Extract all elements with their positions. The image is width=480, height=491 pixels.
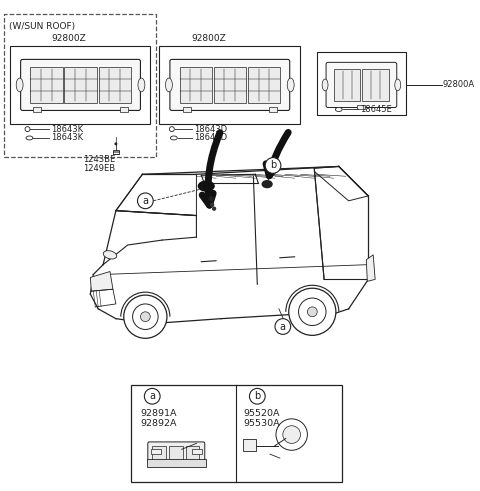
FancyBboxPatch shape (326, 62, 397, 108)
Bar (10, 46, 150, 124)
Circle shape (211, 203, 214, 206)
Text: b: b (254, 391, 261, 401)
Bar (152, 446, 166, 460)
Text: b: b (270, 161, 276, 170)
Ellipse shape (103, 250, 117, 259)
Circle shape (283, 426, 300, 443)
Text: 92800Z: 92800Z (192, 34, 226, 43)
Bar (30, 67, 62, 103)
Bar (192, 449, 202, 454)
Polygon shape (113, 150, 119, 154)
Circle shape (169, 127, 174, 132)
Text: 1243BE: 1243BE (84, 155, 116, 164)
Ellipse shape (322, 79, 328, 91)
Text: 18643D: 18643D (194, 125, 228, 134)
Circle shape (275, 319, 291, 334)
Bar (334, 69, 360, 101)
Bar (317, 52, 406, 115)
Bar (358, 105, 365, 109)
Bar (64, 67, 96, 103)
Circle shape (213, 207, 216, 210)
Bar (248, 67, 280, 103)
Bar (214, 67, 246, 103)
Text: 18643K: 18643K (51, 125, 83, 134)
Bar (362, 69, 389, 101)
Text: 92800Z: 92800Z (51, 34, 86, 43)
Text: 95520A: 95520A (243, 409, 280, 418)
Ellipse shape (198, 181, 214, 191)
Bar (131, 385, 342, 482)
Circle shape (137, 193, 153, 209)
Circle shape (25, 127, 30, 132)
Polygon shape (366, 255, 375, 281)
Circle shape (289, 288, 336, 335)
Polygon shape (90, 272, 113, 291)
Bar (34, 107, 41, 112)
Ellipse shape (170, 136, 177, 140)
Circle shape (299, 298, 326, 326)
Text: a: a (280, 322, 286, 331)
Ellipse shape (26, 136, 33, 140)
Circle shape (141, 312, 150, 322)
Circle shape (209, 197, 213, 201)
Text: 18643K: 18643K (51, 134, 83, 142)
Ellipse shape (287, 78, 294, 92)
Text: a: a (149, 391, 155, 401)
Circle shape (307, 307, 317, 317)
Bar (4, 14, 156, 157)
Bar (269, 107, 277, 112)
Ellipse shape (395, 79, 401, 91)
Ellipse shape (166, 78, 172, 92)
Bar (120, 107, 128, 112)
Text: 1249EB: 1249EB (84, 164, 116, 173)
Ellipse shape (138, 78, 145, 92)
Bar (159, 46, 300, 124)
Text: a: a (143, 196, 148, 206)
Bar (151, 449, 161, 454)
Ellipse shape (336, 108, 342, 111)
Ellipse shape (262, 181, 272, 188)
Text: 18645E: 18645E (360, 105, 392, 114)
Circle shape (114, 142, 118, 145)
FancyBboxPatch shape (148, 442, 205, 463)
Bar (98, 67, 131, 103)
Text: 95530A: 95530A (243, 419, 280, 428)
Circle shape (124, 295, 167, 338)
Text: 92891A: 92891A (141, 409, 177, 418)
FancyBboxPatch shape (170, 59, 290, 110)
Bar (183, 107, 191, 112)
Text: 92892A: 92892A (141, 419, 177, 428)
Text: 18643D: 18643D (194, 134, 228, 142)
FancyBboxPatch shape (21, 59, 141, 110)
Circle shape (144, 388, 160, 404)
Ellipse shape (16, 78, 23, 92)
Circle shape (276, 419, 307, 450)
Bar (169, 446, 183, 460)
Circle shape (250, 388, 265, 404)
Circle shape (132, 304, 158, 329)
Bar (180, 67, 212, 103)
Circle shape (265, 158, 281, 173)
Text: (W/SUN ROOF): (W/SUN ROOF) (9, 22, 75, 30)
Bar (186, 446, 199, 460)
Bar (147, 459, 206, 467)
Text: 92800A: 92800A (443, 81, 475, 89)
Bar (242, 439, 256, 451)
